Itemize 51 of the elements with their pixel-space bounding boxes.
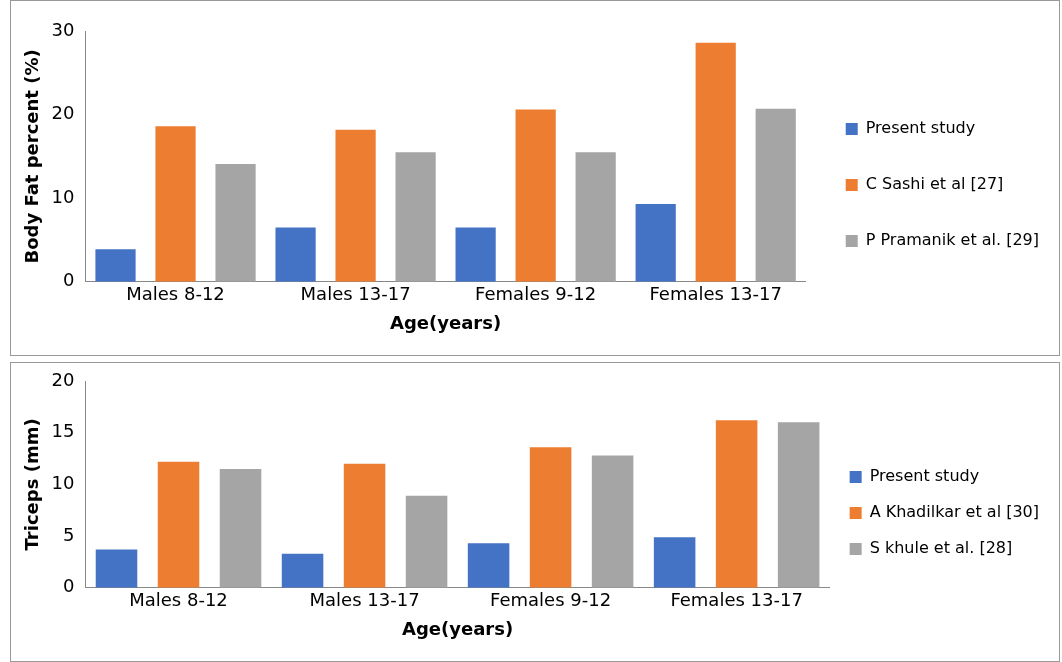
y-tick-label: 15 [51, 420, 75, 442]
bar [343, 463, 386, 588]
y-tick-label: 20 [51, 102, 75, 124]
legend-label: A Khadilkar et al [30] [869, 502, 1040, 522]
x-tick-label: Females 13-17 [649, 283, 782, 305]
x-tick-label: Females 9-12 [490, 589, 612, 611]
y-axis-title: Body Fat percent (%) [21, 49, 43, 264]
legend-label: P Pramanik et al. [29] [865, 230, 1039, 250]
bar [529, 447, 572, 588]
x-tick-label: Males 13-17 [309, 589, 420, 611]
bar [715, 420, 758, 588]
x-axis-title: Age(years) [390, 311, 502, 333]
x-tick-label: Males 8-12 [126, 283, 225, 305]
y-axis-title: Triceps (mm) [21, 418, 43, 551]
y-tick-label: 0 [63, 575, 75, 597]
x-tick-label: Females 9-12 [475, 283, 597, 305]
bar [395, 152, 436, 282]
legend-label: C Sashi et al [27] [865, 174, 1004, 194]
y-tick-label: 5 [63, 523, 75, 545]
bar [157, 461, 200, 588]
y-tick-label: 20 [51, 368, 75, 390]
bar [777, 422, 820, 588]
bar [275, 227, 316, 282]
x-tick-label: Males 8-12 [129, 589, 228, 611]
x-axis-title: Age(years) [402, 617, 514, 639]
bar [635, 204, 676, 282]
bar [215, 163, 256, 282]
bar [95, 549, 138, 588]
legend-label: Present study [865, 118, 976, 138]
bar [405, 495, 448, 588]
bar [335, 129, 376, 282]
y-tick-label: 0 [63, 269, 75, 291]
bar [653, 537, 696, 588]
y-tick-label: 10 [51, 185, 75, 207]
x-tick-label: Females 13-17 [670, 589, 803, 611]
bar [591, 455, 634, 588]
bar [695, 42, 736, 282]
bar [755, 108, 796, 282]
bar [515, 109, 556, 282]
y-tick-label: 10 [51, 472, 75, 494]
bar [219, 468, 262, 588]
bar [155, 126, 196, 282]
bar [95, 249, 136, 282]
bar [467, 543, 510, 588]
legend-label: S khule et al. [28] [869, 538, 1013, 558]
bar [455, 227, 496, 282]
x-tick-label: Males 13-17 [300, 283, 411, 305]
bar [281, 553, 324, 588]
bar [575, 152, 616, 282]
legend-label: Present study [869, 466, 980, 486]
y-tick-label: 30 [51, 18, 75, 40]
